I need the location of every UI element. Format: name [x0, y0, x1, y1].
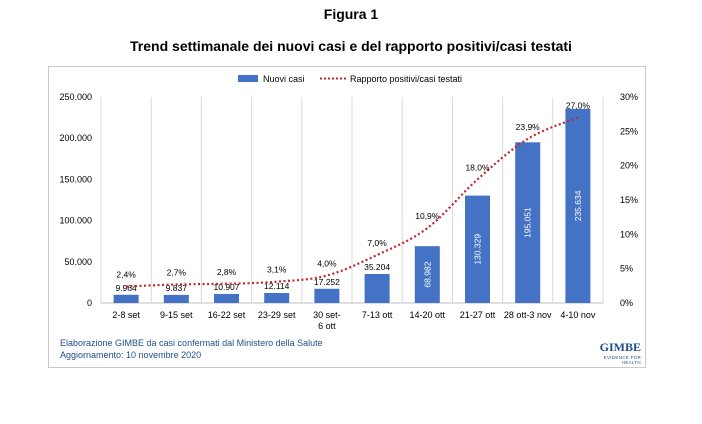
right-tick-label: 5% [620, 264, 633, 274]
legend-label-nuovi-casi: Nuovi casi [263, 74, 305, 84]
bar-series: 9.964 9.837 10.907 12.114 17.252 35.204 68.982… [113, 108, 591, 303]
left-tick-label: 0 [87, 298, 92, 308]
bar-data-label: 12.114 [264, 281, 290, 291]
chart-legend: Nuovi casi Rapporto positivi/casi testat… [238, 74, 462, 84]
figure-label: Figura 1 [323, 6, 379, 22]
line-data-label: 2,8% [217, 267, 237, 277]
legend-label-rapporto: Rapporto positivi/casi testati [350, 74, 462, 84]
line-data-label: 23,9% [516, 122, 541, 132]
right-tick-label: 10% [620, 229, 638, 239]
bar-data-label: 35.204 [364, 262, 390, 272]
bar-data-label: 10.907 [214, 282, 240, 292]
x-tick-label: 23-29 set [258, 310, 296, 320]
chart-title: Trend settimanale dei nuovi casi e del r… [130, 38, 572, 54]
bar [515, 142, 541, 303]
footer-source: Elaborazione GIMBE da casi confermati da… [60, 338, 323, 348]
line-data-label: 4,0% [317, 259, 337, 269]
bar-data-label: 17.252 [314, 277, 340, 287]
line-data-label: 2,4% [116, 270, 136, 280]
bar [113, 294, 139, 303]
line-data-label: 18,0% [465, 162, 490, 172]
gimbe-logo: GIMBE EVIDENCE FOR HEALTH [587, 340, 641, 365]
right-tick-label: 0% [620, 298, 633, 308]
bar-data-label: 9.837 [166, 283, 188, 293]
x-tick-label: 9-15 set [160, 310, 193, 320]
line-series: 2,4% 2,7% 2,8% 3,1% 4,0% 7,0% 10,9% 18,0% 23,9% 2… [116, 101, 591, 288]
chart-frame [48, 66, 646, 368]
x-tick-label: 16-22 set [208, 310, 246, 320]
logo-text: GIMBE [599, 340, 641, 354]
line-data-label: 7,0% [367, 238, 387, 248]
x-axis: 2-8 set 9-15 set 16-22 set 23-29 set 30 set-… [112, 310, 596, 331]
line-data-label: 27,0% [566, 101, 591, 111]
bar [314, 288, 340, 303]
right-axis: 0% 5% 10% 15% 20% 25% 30% [620, 92, 638, 308]
right-tick-label: 25% [620, 126, 638, 136]
x-tick-label: 2-8 set [112, 310, 140, 320]
left-axis: 0 50.000 100.000 150.000 200.000 250.000 [59, 92, 92, 308]
bar-data-label: 235.634 [573, 190, 583, 221]
bar [364, 273, 390, 303]
bar [163, 294, 189, 303]
line-data-label: 2,7% [167, 267, 187, 277]
x-tick-label: 7-13 ott [362, 310, 393, 320]
x-tick-label: 4-10 nov [560, 310, 596, 320]
chart-grid [100, 97, 604, 304]
x-tick-label: 14-20 ott [410, 310, 446, 320]
bar [465, 195, 490, 303]
x-tick-label: 28 ott-3 nov [504, 310, 552, 320]
x-tick-label: 21-27 ott [460, 310, 496, 320]
left-tick-label: 150.000 [59, 174, 92, 184]
footer-update: Aggiornamento: 10 novembre 2020 [60, 350, 202, 360]
positivity-line [126, 116, 579, 288]
bar [414, 246, 440, 303]
right-tick-label: 30% [620, 92, 638, 102]
bar-data-label: 195.051 [523, 207, 533, 238]
bar [264, 293, 290, 303]
left-tick-label: 250.000 [59, 92, 92, 102]
bar [214, 294, 239, 303]
right-tick-label: 20% [620, 161, 638, 171]
bar-data-label: 9.964 [115, 283, 137, 293]
line-data-label: 3,1% [267, 265, 287, 275]
left-tick-label: 100.000 [59, 216, 92, 226]
bar-data-label: 68.982 [422, 261, 432, 287]
x-tick-label: 30 set-6 ott [313, 310, 341, 331]
legend-swatch-nuovi-casi [238, 75, 258, 82]
line-data-label: 10,9% [415, 211, 440, 221]
left-tick-label: 50.000 [64, 257, 92, 267]
bar-data-label: 130.329 [473, 234, 483, 265]
bar [565, 108, 591, 303]
right-tick-label: 15% [620, 195, 638, 205]
logo-tagline: EVIDENCE FOR HEALTH [603, 355, 641, 365]
left-tick-label: 200.000 [59, 133, 92, 143]
